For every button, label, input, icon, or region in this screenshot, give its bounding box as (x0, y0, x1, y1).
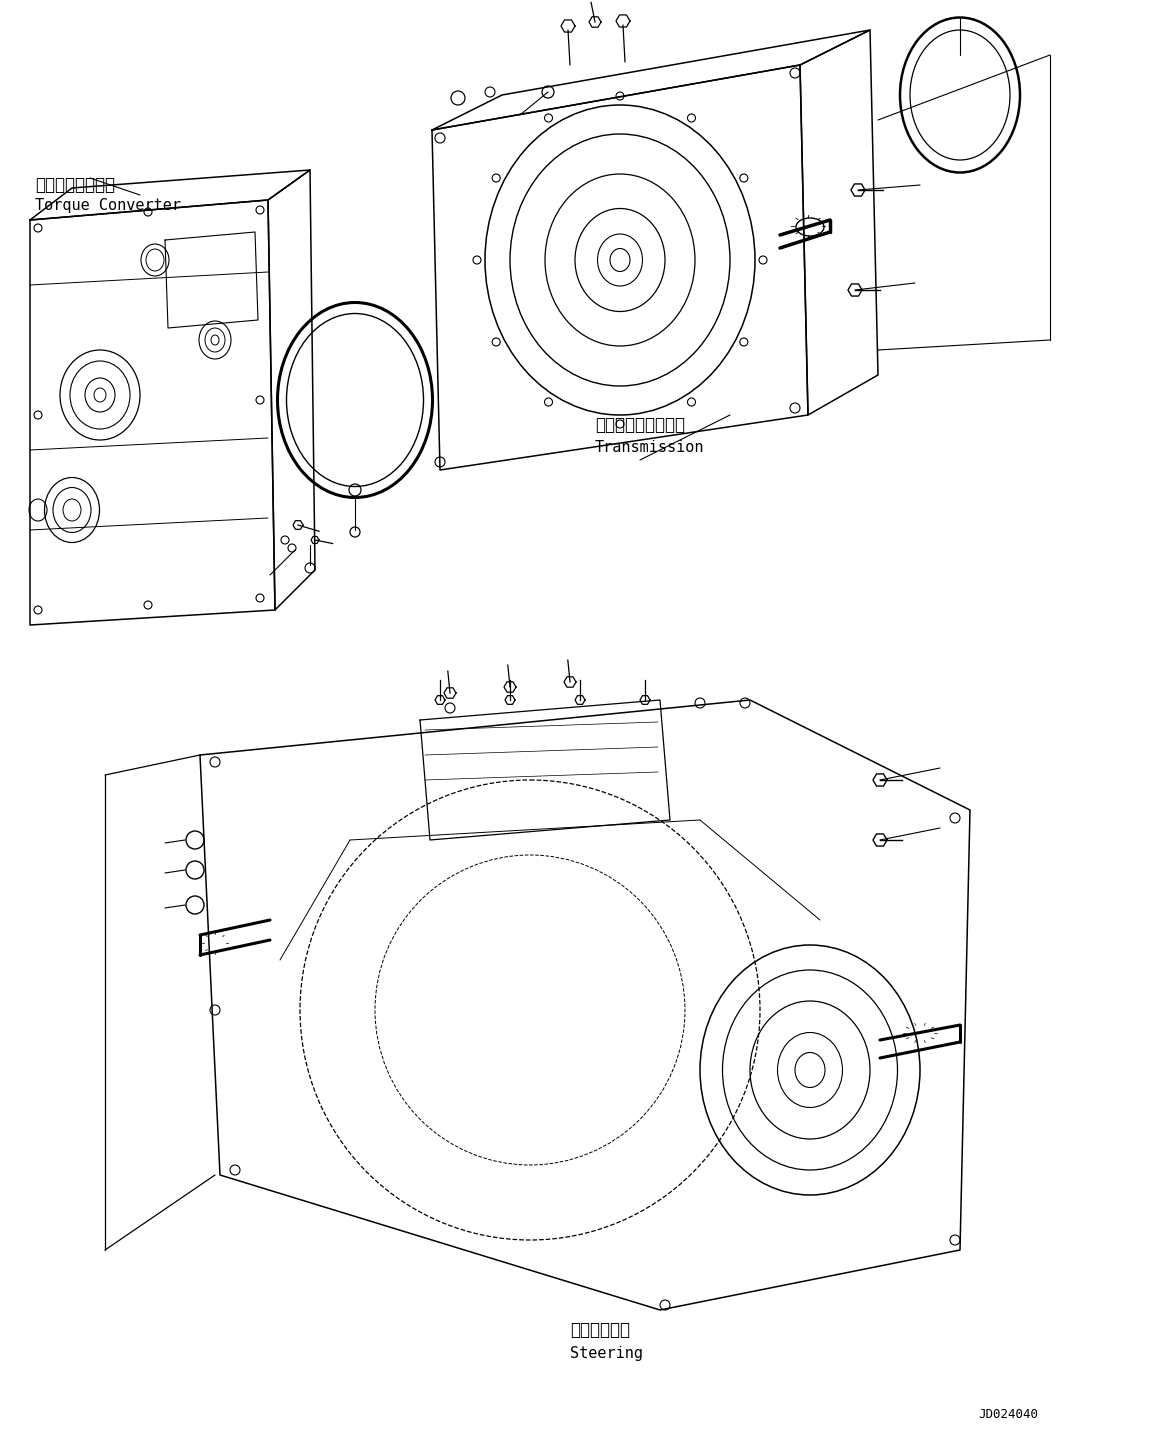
Text: ステアリング: ステアリング (570, 1321, 630, 1339)
Text: トルクコンバータ: トルクコンバータ (35, 175, 115, 194)
Text: JD024040: JD024040 (978, 1408, 1039, 1421)
Text: Transmission: Transmission (595, 440, 705, 456)
Text: Torque Converter: Torque Converter (35, 198, 181, 213)
Text: トランスミッション: トランスミッション (595, 415, 685, 434)
Text: Steering: Steering (570, 1346, 643, 1361)
